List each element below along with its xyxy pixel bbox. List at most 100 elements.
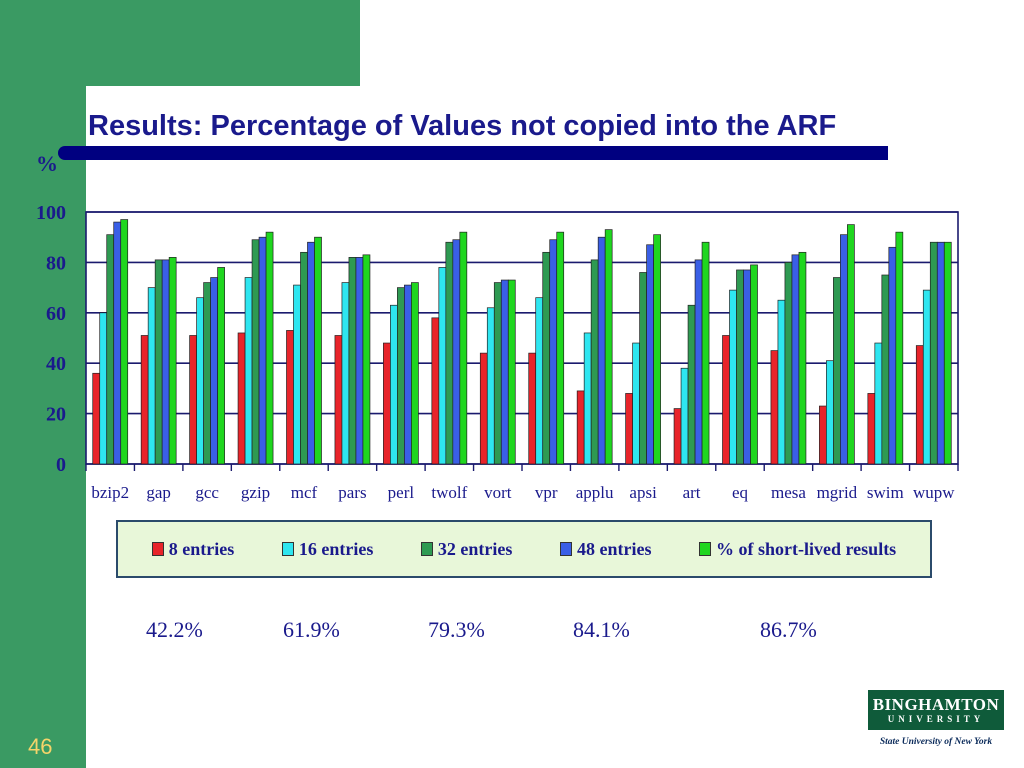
bar — [936, 241, 945, 465]
bar — [486, 307, 495, 465]
x-tick-label: bzip2 — [91, 483, 129, 502]
bar — [300, 251, 308, 465]
legend-swatch — [420, 542, 433, 556]
y-axis-label: % — [36, 151, 58, 176]
bar — [597, 236, 606, 465]
bar — [701, 241, 710, 465]
bar — [286, 330, 294, 465]
y-tick-label: 60 — [46, 303, 66, 325]
bar — [479, 352, 488, 465]
x-tick-label: gzip — [241, 483, 270, 502]
left-green-band — [0, 0, 86, 768]
bar — [411, 282, 419, 465]
bar — [590, 259, 599, 465]
logo-tagline: State University of New York — [879, 737, 993, 747]
legend-item: 16 entries — [281, 539, 373, 560]
bar — [528, 352, 537, 465]
legend-swatch — [699, 542, 712, 556]
bar — [556, 231, 565, 465]
bar — [431, 317, 440, 465]
bar — [874, 342, 883, 465]
legend-swatch — [281, 542, 294, 556]
bar — [743, 269, 751, 465]
bar — [583, 332, 592, 465]
bar — [341, 282, 350, 465]
legend-swatch — [151, 542, 164, 556]
page-number: 46 — [28, 734, 53, 759]
x-tick-label: pars — [338, 483, 366, 502]
bar — [493, 282, 502, 465]
x-tick-label: applu — [576, 483, 614, 502]
bar — [244, 277, 253, 465]
x-tick-label: vort — [484, 483, 512, 502]
bar — [625, 393, 633, 465]
bar — [915, 345, 924, 465]
bar — [189, 335, 197, 465]
bar — [680, 367, 689, 465]
legend-item: % of short-lived results — [699, 539, 896, 560]
bar — [445, 241, 454, 465]
bar — [895, 231, 904, 465]
bar — [314, 236, 322, 465]
bar — [535, 297, 544, 465]
y-tick-label: 100 — [36, 202, 66, 224]
average-label: 84.1% — [573, 617, 630, 642]
legend-swatch — [559, 542, 572, 556]
bar — [784, 262, 793, 465]
x-tick-label: gcc — [195, 483, 219, 502]
legend-label: 8 entries — [168, 538, 235, 559]
bar — [798, 251, 807, 465]
bar — [348, 257, 357, 465]
x-tick-label: art — [683, 483, 701, 502]
bar — [673, 408, 682, 465]
bar — [881, 274, 890, 465]
legend-item: 8 entries — [151, 538, 235, 560]
bar — [92, 372, 101, 465]
slide-title: Results: Percentage of Values not copied… — [88, 110, 837, 142]
bar — [120, 219, 129, 465]
bar — [576, 390, 585, 465]
bar — [687, 304, 696, 465]
bar — [819, 405, 827, 465]
bar — [251, 239, 260, 465]
y-tick-label: 0 — [56, 454, 66, 476]
bar — [632, 342, 640, 465]
x-tick-label: swim — [867, 483, 904, 502]
bar — [500, 279, 509, 465]
bar — [140, 335, 149, 465]
x-tick-label: apsi — [629, 483, 657, 502]
average-label: 86.7% — [760, 617, 817, 642]
bar — [265, 231, 274, 465]
bar — [507, 279, 516, 465]
bar — [362, 254, 371, 465]
bar — [840, 234, 848, 465]
bar — [929, 241, 938, 465]
bar — [826, 360, 834, 465]
x-tick-label: perl — [388, 483, 415, 502]
bar — [770, 350, 779, 465]
bar — [438, 267, 447, 465]
bar — [355, 257, 364, 465]
bar — [113, 221, 122, 465]
legend-item: 48 entries — [559, 538, 652, 560]
bar — [383, 342, 391, 465]
legend-item: 32 entries — [420, 538, 513, 560]
top-green-band — [0, 0, 360, 86]
bar — [847, 224, 855, 465]
bar — [307, 241, 315, 465]
legend-label: 48 entries — [576, 538, 652, 559]
bar — [293, 284, 301, 465]
average-label: 42.2% — [146, 617, 203, 642]
bar — [147, 287, 156, 465]
bar — [452, 239, 461, 465]
bar — [196, 297, 204, 465]
university-logo: BINGHAMTON UNIVERSITY State University o… — [868, 690, 1004, 752]
legend-label: % of short-lived results — [716, 538, 897, 559]
bar — [729, 289, 737, 465]
bar — [922, 289, 931, 465]
bar — [459, 231, 468, 465]
bar — [217, 267, 225, 465]
logo-box: BINGHAMTON UNIVERSITY — [868, 690, 1004, 730]
legend-label: 32 entries — [437, 538, 513, 559]
